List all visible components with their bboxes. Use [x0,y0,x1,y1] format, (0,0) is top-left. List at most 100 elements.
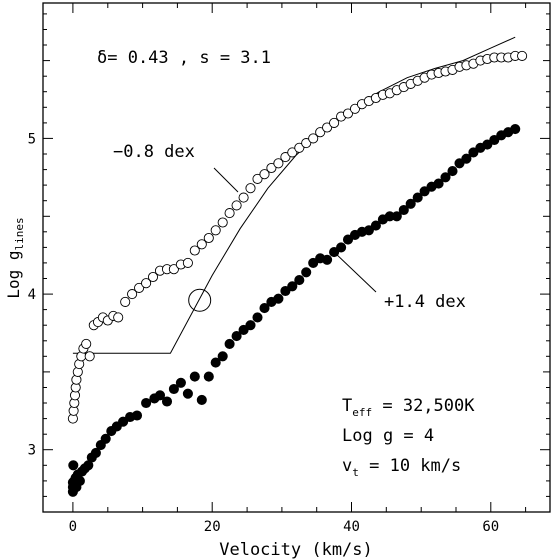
open-point [517,50,528,61]
filled-point [301,267,312,278]
open-point [203,232,214,244]
filled-point [398,204,409,216]
filled-point [259,303,270,314]
open-point [196,239,207,250]
open-point [294,142,305,153]
open-point [127,289,138,300]
delta-label: δ= 0.43 , s = 3.1 [97,48,271,68]
vt-prefix: v [342,456,352,476]
filled-point [308,257,319,268]
y-tick-label: 4 [28,287,36,303]
axis-ticks [43,3,550,512]
open-point [168,264,179,275]
open-point [329,117,340,128]
open-point [120,296,131,307]
x-tick-label: 40 [343,519,360,535]
open-point [224,208,235,219]
open-point [287,147,298,158]
filled-point [287,281,298,292]
open-point [189,245,200,256]
filled-circle-series [67,124,521,497]
filled-point [412,192,423,203]
filled-point [161,396,173,407]
filled-point [510,124,521,135]
open-point [301,138,312,149]
y-tick-label: 5 [28,131,36,147]
open-point [245,183,256,194]
filled-point [141,397,152,409]
filled-point [196,394,207,405]
filled-point [182,388,193,399]
open-point [231,200,242,211]
open-point [280,152,291,163]
filled-point [245,320,256,331]
open-point [113,312,124,323]
filled-point [168,383,179,395]
filled-point [419,186,430,197]
filled-point [189,371,200,382]
teff-value: = 32,500K [372,396,475,416]
plot-frame [42,2,551,513]
filled-point [294,275,305,286]
open-point [147,271,159,283]
x-tick-label: 20 [204,519,221,535]
filled-point [175,377,186,388]
x-tick-labels: 0 20 40 60 [69,519,500,535]
filled-point [336,242,347,253]
filled-point [447,166,458,177]
y-axis-label-main: Log g [4,250,23,298]
open-point [141,278,152,289]
open-circle-series [67,50,528,424]
open-point [134,282,145,293]
filled-point [68,460,79,471]
filled-point [154,390,166,401]
filled-point [322,254,333,265]
plus-dex-label: +1.4 dex [384,292,466,312]
open-point [342,108,354,119]
filled-point [440,172,451,183]
filled-point [118,416,129,427]
open-point [322,122,333,133]
filled-point [252,312,263,323]
open-point [252,173,263,184]
highlight-circle [188,288,212,312]
minus-dex-pointer [213,167,239,193]
open-point [259,169,270,180]
open-point [210,225,221,236]
filled-point [217,351,228,362]
filled-point [231,331,242,342]
open-point [217,217,228,228]
filled-point [482,139,493,150]
plus-dex-pointer [333,251,377,293]
teff-prefix: T [342,396,352,416]
filled-point [454,158,465,169]
filled-point [203,371,214,382]
y-axis-label-sub: lines [13,217,26,250]
y-tick-labels: 3 4 5 [28,131,36,458]
filled-point [405,198,416,209]
logg-label: Log g = 4 [342,426,434,446]
open-point [238,192,249,203]
open-point [84,351,95,362]
filled-point [489,134,500,146]
filled-point [391,211,402,222]
filled-point [100,433,111,444]
filled-point [224,338,235,349]
vt-value: = 10 km/s [359,456,461,476]
x-tick-label: 60 [482,519,499,535]
filled-point [74,475,85,486]
open-point [266,162,277,174]
y-tick-label: 3 [28,443,36,459]
open-point [81,338,92,349]
y-axis-label: Log glines [4,217,26,298]
open-point [182,257,193,268]
vt-subscript: t [352,466,359,479]
teff-subscript: eff [352,406,372,419]
filled-point [342,234,354,245]
filled-point [90,447,101,458]
x-axis-label: Velocity (km/s) [219,540,373,560]
filled-point [273,293,284,304]
filled-point [370,220,381,231]
open-point [315,127,326,138]
